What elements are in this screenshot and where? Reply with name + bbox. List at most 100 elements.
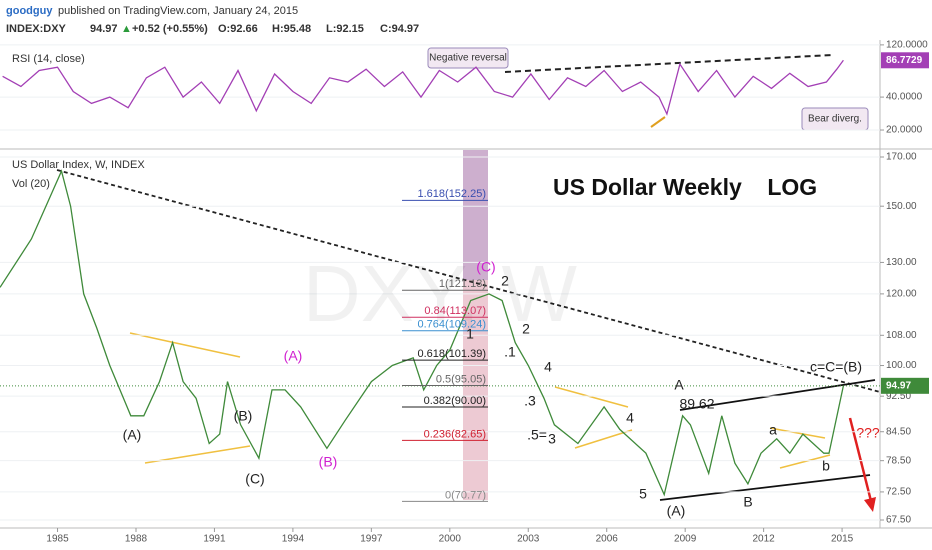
fib-label: 0.764(109.24) [418,319,487,331]
wave-label: B [743,494,752,510]
symbol: INDEX:DXY [6,23,67,35]
wedge-line [144,445,251,464]
wave-label: (C) [245,471,264,487]
x-tick-label: 2012 [753,534,776,545]
fib-label: 0(70.77) [445,489,486,501]
wave-label: 1 [466,326,474,342]
wave-label: (A) [123,427,142,443]
high: H:95.48 [272,23,311,35]
wave-label: (B) [234,408,253,424]
x-tick-label: 1997 [360,534,383,545]
wave-label: (A) [667,503,686,519]
close: C:94.97 [380,23,419,35]
y-tick-label: 108.00 [886,330,917,341]
wedge-line [574,429,633,449]
last-value-box [881,377,929,394]
panel-title: US Dollar Index, W, INDEX [12,159,145,171]
x-tick-label: 1985 [46,534,69,545]
trend-line [56,169,881,393]
wave-label: 3 [548,431,556,447]
fib-label: 0.236(82.65) [424,428,486,440]
wave-label: A [674,377,684,393]
wedge-line [554,386,629,408]
last-value-box [881,52,929,69]
y-tick-label: 170.00 [886,152,917,163]
y-tick-label: 120.0000 [886,40,928,51]
wedge-line [779,454,831,469]
wave-label: 5 [639,486,647,502]
y-tick-label: 84.50 [886,426,911,437]
y-tick-label: 120.00 [886,289,917,300]
last-value-label: 86.7729 [886,55,923,66]
wave-label: 89.62 [679,396,714,412]
rsi-divergence-line [650,116,666,128]
low: L:92.15 [326,23,364,35]
wave-label: 4 [626,410,634,426]
y-tick-label: 67.50 [886,515,911,526]
wave-label: ??? [856,425,880,441]
channel-line [679,379,876,411]
change: +0.52 (+0.55%) [132,23,208,35]
wave-label: c=C=(B) [810,359,862,375]
subtitle: Vol (20) [12,178,50,190]
last: 94.97 [90,23,118,35]
callout-text: Negative reversal [429,53,507,64]
trend-lines [56,47,881,512]
y-tick-label: 20.0000 [886,125,923,136]
last-value-label: 94.97 [886,380,911,391]
y-tick-label: 72.50 [886,487,911,498]
wave-label: b [822,458,830,474]
y-tick-label: 130.00 [886,257,917,268]
y-tick-label: 150.00 [886,201,917,212]
fib-label: 0.5(95.05) [436,373,486,385]
wave-label: 2 [522,321,530,337]
wave-label: .5= [527,427,547,443]
arrow: ▲ [121,23,132,35]
wave-label: 2 [501,273,509,289]
callout-box [427,47,509,69]
x-tick-label: 2015 [831,534,854,545]
series-line [0,169,845,497]
wedge-line [129,332,241,358]
watermark: DXY, W [303,249,578,338]
y-tick-label: 92.50 [886,391,911,402]
wedge-line [769,427,826,439]
user[interactable]: goodguy [6,5,53,17]
fib-label: 0.382(90.00) [424,395,486,407]
callout-text: Bear diverg. [808,114,862,125]
fib-band-top [463,150,488,280]
x-tick-label: 1991 [203,534,226,545]
x-tick-label: 2006 [596,534,619,545]
wave-label: (A) [284,348,303,364]
wave-label: .1 [504,344,516,360]
panel-title: RSI (14, close) [12,53,85,65]
wave-label: (C) [476,259,495,275]
x-tick-label: 1994 [282,534,305,545]
arrow-head [864,497,876,512]
fib-band [463,150,488,500]
y-tick-label: 100.00 [886,360,917,371]
fib-label: 0.84(113.07) [424,305,486,317]
open: O:92.66 [218,23,258,35]
x-tick-label: 2009 [674,534,697,545]
heading: US Dollar Weekly LOG [553,174,817,200]
rsi-trend-line [504,54,833,73]
series-line [2,59,844,116]
wave-label: a [769,422,777,438]
wave-label: (B) [319,454,338,470]
channel-line [659,474,871,501]
fib-label: 1.618(152.25) [418,188,487,200]
fib-label: 1(121.13) [439,278,486,290]
wave-label: 4 [544,359,552,375]
y-tick-label: 40.0000 [886,92,923,103]
x-tick-label: 2003 [517,534,540,545]
x-tick-label: 2000 [439,534,462,545]
y-tick-label: 78.50 [886,455,911,466]
x-tick-label: 1988 [125,534,148,545]
wave-label: .3 [524,393,536,409]
forecast-arrow [848,417,874,506]
fib-label: 0.618(101.39) [418,348,487,360]
published: published on TradingView.com, January 24… [58,5,298,17]
